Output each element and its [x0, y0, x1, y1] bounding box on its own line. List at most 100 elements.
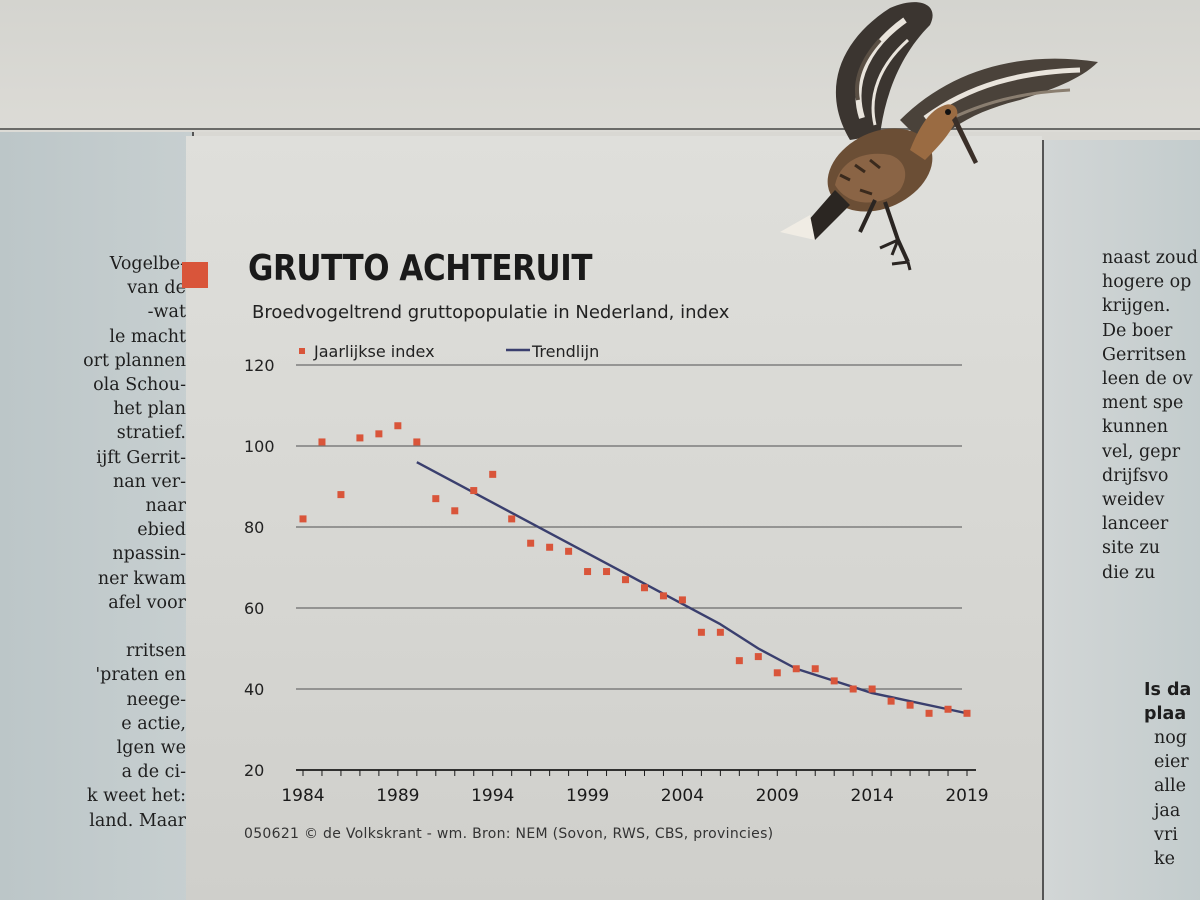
- left-article-column: Vogelbe-van de -wat le macht ort plannen ola…: [0, 132, 194, 900]
- left-column-line: ola Schou-: [93, 375, 186, 396]
- index-series: [299, 422, 971, 717]
- x-tick-label: 2004: [661, 786, 704, 806]
- index-point: [868, 685, 876, 693]
- index-point: [830, 677, 838, 685]
- legend-label-index: Jaarlijkse index: [313, 342, 435, 361]
- right-column-line: site zu: [1102, 538, 1161, 559]
- left-article-text: Vogelbe-van de -wat le macht ort plannen ola…: [83, 252, 186, 833]
- y-tick-label: 120: [244, 356, 275, 375]
- chart-subtitle: Broedvogeltrend gruttopopulatie in Neder…: [252, 302, 730, 323]
- godwit-bird-illustration: [780, 2, 1098, 271]
- left-column-line: naar: [145, 496, 186, 517]
- right-column-line: ment spe: [1102, 393, 1184, 414]
- chart-source: 050621 © de Volkskrant - wm. Bron: NEM (…: [244, 826, 774, 842]
- index-point: [603, 568, 611, 576]
- right-column-line: krijgen.: [1102, 296, 1171, 317]
- y-tick-label: 40: [244, 680, 264, 699]
- left-column-line: ijft Gerrit-: [96, 447, 186, 468]
- left-column-line: a de ci-: [121, 762, 186, 783]
- left-column-line: het plan: [113, 399, 186, 420]
- x-tick-label: 1989: [376, 786, 419, 806]
- left-column-line: afel voor: [108, 592, 186, 613]
- y-tick-label: 60: [244, 599, 264, 618]
- index-point: [375, 430, 383, 438]
- index-point: [678, 596, 686, 604]
- index-point: [565, 547, 573, 555]
- index-point: [299, 515, 307, 523]
- right-article-subheading: Is da plaa: [1144, 678, 1191, 726]
- y-tick-label: 100: [244, 437, 275, 456]
- index-point: [546, 543, 554, 551]
- y-tick-label: 80: [244, 518, 264, 537]
- right-column-line: hogere op: [1102, 272, 1192, 293]
- left-column-line: -wat: [147, 302, 186, 323]
- right-column-tail-line: eier: [1154, 752, 1189, 773]
- index-point: [963, 709, 971, 717]
- index-point: [735, 657, 743, 665]
- chart-title: GRUTTO ACHTERUIT: [248, 248, 593, 289]
- left-column-line: k weet het:: [86, 786, 186, 807]
- right-column-line: die zu: [1102, 562, 1156, 583]
- left-column-line: nan ver-: [112, 471, 186, 492]
- chart-gridlines: [296, 364, 962, 690]
- index-point: [318, 438, 326, 446]
- left-column-line: stratief.: [116, 423, 186, 444]
- index-point: [906, 701, 914, 709]
- right-article-column: naast zoud hogere op krijgen. De boer Gerri…: [1042, 140, 1200, 900]
- index-point: [716, 628, 724, 636]
- x-tick-label: 2014: [851, 786, 894, 806]
- left-column-line: e actie,: [121, 713, 186, 734]
- x-tick-label: 2009: [756, 786, 799, 806]
- index-point: [508, 515, 516, 523]
- chart-legend: Jaarlijkse index Trendlijn: [299, 342, 599, 361]
- legend-label-trend: Trendlijn: [531, 342, 599, 361]
- index-point: [394, 422, 402, 430]
- left-column-line: 'praten en: [95, 665, 186, 686]
- left-column-line: ner kwam: [97, 568, 186, 589]
- index-point: [659, 592, 667, 600]
- index-point: [887, 697, 895, 705]
- left-column-line: van de: [127, 278, 186, 299]
- index-point: [622, 576, 630, 584]
- right-column-tail-line: alle: [1154, 776, 1186, 797]
- index-point: [773, 669, 781, 677]
- left-column-line: le macht: [109, 326, 186, 347]
- right-article-tail-text: nog eier alle jaa vri ke: [1154, 726, 1189, 871]
- right-column-line: kunnen: [1102, 417, 1169, 438]
- right-column-line: drijfsvo: [1102, 465, 1169, 486]
- index-point: [640, 584, 648, 592]
- index-point: [432, 495, 440, 503]
- x-tick-label: 1999: [566, 786, 609, 806]
- index-point: [584, 568, 592, 576]
- top-rule: [0, 128, 1200, 130]
- x-tick-label: 1994: [471, 786, 514, 806]
- legend-marker-index: [299, 348, 305, 354]
- right-column-tail-line: jaa: [1154, 800, 1181, 821]
- right-column-tail-line: vri: [1154, 824, 1178, 845]
- index-point: [754, 653, 762, 661]
- right-column-line: Gerritsen: [1102, 344, 1187, 365]
- section-marker: [182, 262, 208, 288]
- left-column-line: npassin-: [112, 544, 186, 565]
- index-point: [849, 685, 857, 693]
- index-point: [527, 539, 535, 547]
- index-point: [925, 709, 933, 717]
- left-column-line: lgen we: [116, 738, 186, 759]
- right-column-line: weidev: [1102, 490, 1165, 511]
- x-tick-label: 1984: [281, 786, 324, 806]
- right-column-line: leen de ov: [1102, 369, 1193, 390]
- right-column-line: naast zoud: [1102, 248, 1198, 268]
- index-point: [470, 487, 478, 495]
- index-point: [451, 507, 459, 515]
- right-column-bold-line: Is da: [1144, 680, 1192, 700]
- left-column-line: land. Maar: [89, 810, 186, 831]
- left-column-line: ort plannen: [83, 350, 186, 371]
- y-tick-label: 20: [244, 761, 264, 780]
- left-column-line: ebied: [137, 520, 186, 541]
- index-point: [356, 434, 364, 442]
- right-column-tail-line: nog: [1154, 728, 1188, 748]
- index-point: [413, 438, 421, 446]
- index-point: [489, 470, 497, 478]
- right-article-text: naast zoud hogere op krijgen. De boer Gerri…: [1102, 246, 1198, 585]
